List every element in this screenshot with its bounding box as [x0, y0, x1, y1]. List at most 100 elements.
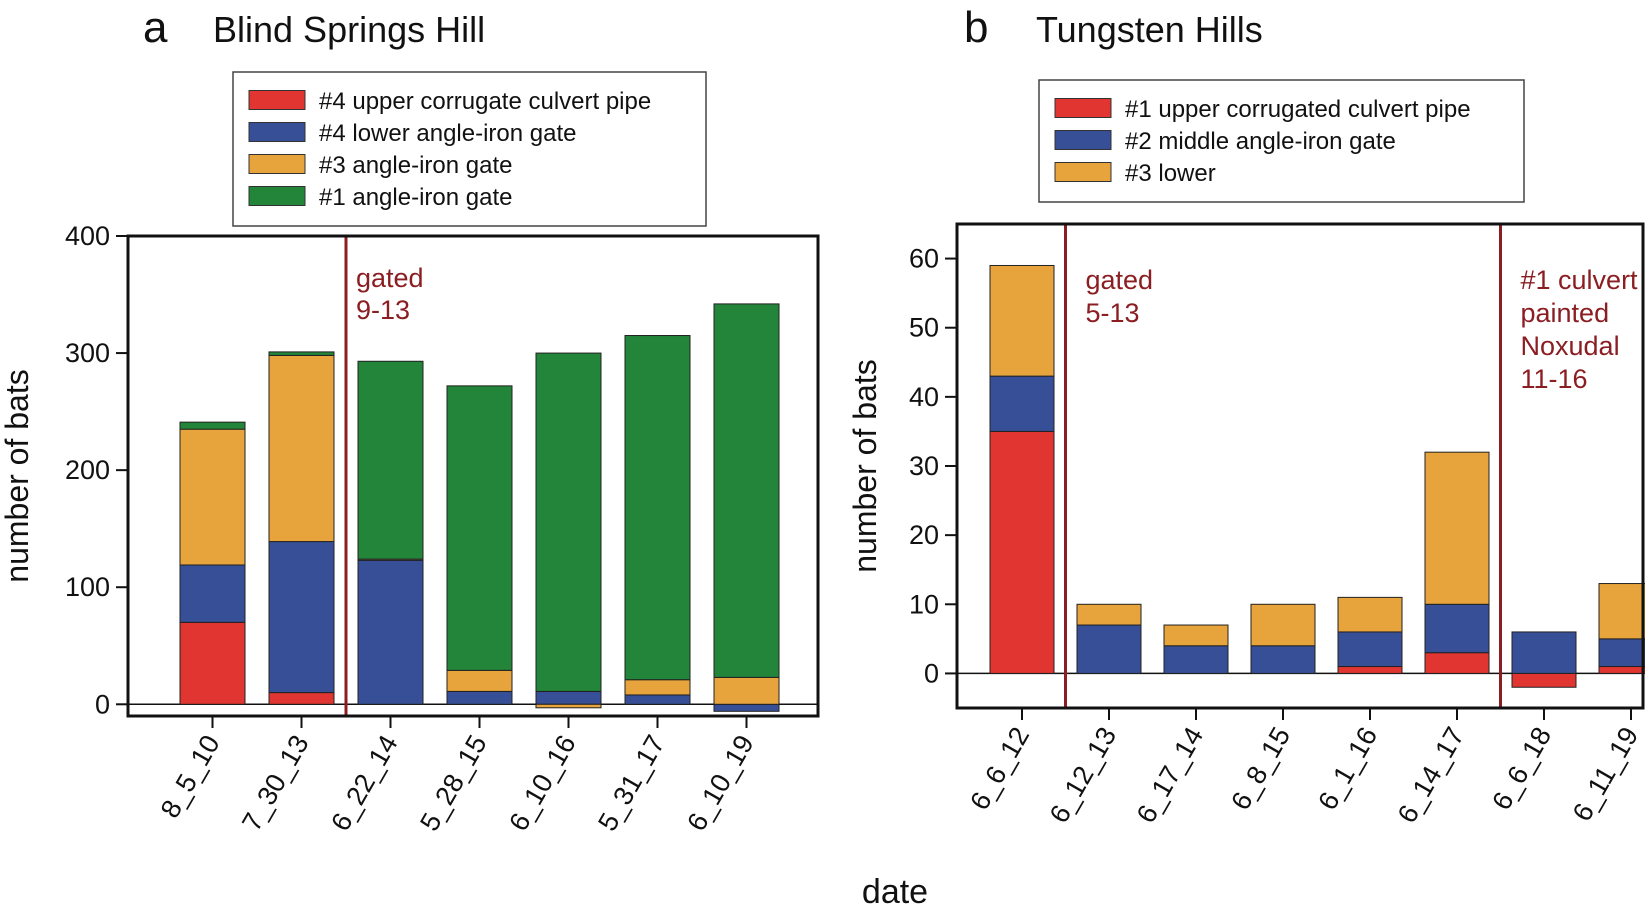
bar-segment-a-5_28_15-s3 — [446, 385, 513, 671]
bar-segment-b-6_14_17-s0 — [1424, 652, 1490, 674]
annotation-text: gated — [356, 263, 424, 293]
bar-segment-a-8_5_10-s0 — [179, 621, 246, 705]
y-tick-label: 400 — [65, 221, 110, 251]
panel-letter: b — [964, 3, 988, 52]
bar-segment-a-6_10_19-s1 — [713, 703, 780, 712]
bar-segment-a-7_30_13-s3 — [268, 351, 335, 356]
bar-segment-b-6_6_12-s1 — [989, 375, 1055, 432]
y-tick-label: 300 — [65, 338, 110, 368]
bar-segment-b-6_11_19-s2 — [1598, 583, 1645, 640]
x-tick-label: 6_6_12 — [964, 722, 1035, 815]
x-tick-label: 6_14_17 — [1392, 722, 1471, 828]
bar-segment-b-6_17_14-s1 — [1163, 645, 1229, 674]
legend-label: #1 angle-iron gate — [319, 184, 512, 211]
y-tick-label: 50 — [909, 313, 939, 343]
bar-segment-a-6_10_16-s2 — [535, 703, 602, 709]
bar-segment-a-7_30_13-s0 — [268, 692, 335, 705]
legend-swatch — [1054, 98, 1112, 118]
y-axis-label: number of bats — [847, 359, 883, 572]
legend-swatch — [248, 154, 306, 174]
legend: #1 upper corrugated culvert pipe #2 middl… — [1038, 79, 1525, 203]
bar-segment-b-6_11_19-s1 — [1598, 638, 1645, 668]
bar-segment-a-8_5_10-s1 — [179, 564, 246, 623]
y-axis-label: number of bats — [0, 369, 35, 582]
bar-segment-b-6_1_16-s2 — [1337, 596, 1403, 633]
bar-segment-b-6_8_15-s2 — [1250, 603, 1316, 647]
bar-segment-a-7_30_13-s1 — [268, 541, 335, 694]
bar-segment-a-6_10_19-s3 — [713, 303, 780, 678]
bar-segment-b-6_1_16-s1 — [1337, 631, 1403, 668]
annotation-text: 9-13 — [356, 295, 410, 325]
bar-segment-a-6_22_14-s3 — [357, 360, 424, 560]
legend-swatch — [248, 122, 306, 142]
x-tick-label: 6_17_14 — [1131, 722, 1210, 828]
legend-box — [232, 71, 707, 227]
bar-segment-b-6_6_12-s0 — [989, 430, 1055, 674]
bar-segment-a-5_28_15-s2 — [446, 669, 513, 692]
bar-segment-a-5_28_15-s1 — [446, 690, 513, 705]
y-tick-label: 200 — [65, 455, 110, 485]
bar-segment-b-6_6_12-s2 — [989, 264, 1055, 377]
bar-segment-a-6_22_14-s1 — [357, 559, 424, 705]
legend-label: #4 lower angle-iron gate — [319, 120, 577, 147]
panel-letter: a — [143, 3, 168, 52]
bar-segment-a-7_30_13-s2 — [268, 354, 335, 543]
bar-segment-b-6_11_19-s0 — [1598, 666, 1645, 674]
x-tick-label: 6_10_16 — [503, 730, 582, 836]
bar-segment-a-6_10_16-s3 — [535, 352, 602, 692]
legend-label: #3 angle-iron gate — [319, 152, 512, 179]
bar-segment-b-6_14_17-s2 — [1424, 451, 1490, 605]
y-tick-label: 100 — [65, 572, 110, 602]
legend: #4 upper corrugate culvert pipe #4 lower … — [232, 71, 707, 227]
annotation-text: 11-16 — [1521, 364, 1588, 394]
y-tick-label: 20 — [909, 520, 939, 550]
y-tick-label: 40 — [909, 382, 939, 412]
x-tick-label: 5_31_17 — [592, 730, 671, 836]
legend-swatch — [1054, 162, 1112, 182]
bar-segment-a-5_31_17-s2 — [624, 679, 691, 696]
bar-segment-b-6_6_18-s0 — [1511, 672, 1577, 688]
y-tick-label: 0 — [95, 689, 110, 719]
legend-label: #4 upper corrugate culvert pipe — [319, 88, 651, 115]
bar-segment-a-5_31_17-s1 — [624, 694, 691, 705]
legend-swatch — [1054, 130, 1112, 150]
bar-segment-a-8_5_10-s2 — [179, 428, 246, 566]
bar-segment-b-6_6_18-s1 — [1511, 631, 1577, 674]
annotation-text: painted — [1521, 298, 1610, 328]
x-tick-label: 6_11_19 — [1567, 722, 1645, 826]
panel-title: Tungsten Hills — [1036, 9, 1263, 50]
annotation-text: 5-13 — [1086, 298, 1140, 328]
legend-label: #2 middle angle-iron gate — [1125, 128, 1396, 155]
legend-swatch — [248, 186, 306, 206]
x-tick-label: 6_12_13 — [1044, 722, 1123, 828]
bar-segment-b-6_8_15-s1 — [1250, 645, 1316, 674]
bar-segment-a-5_31_17-s3 — [624, 335, 691, 681]
x-tick-label: 6_6_18 — [1486, 722, 1557, 815]
legend-swatch — [248, 90, 306, 110]
x-tick-label: 6_8_15 — [1225, 722, 1296, 815]
panel-title: Blind Springs Hill — [213, 9, 485, 50]
annotation-text: #1 culvert — [1521, 265, 1639, 295]
legend-label: #1 upper corrugated culvert pipe — [1125, 96, 1471, 123]
plot-frame — [126, 234, 820, 718]
bar-segment-a-8_5_10-s3 — [179, 421, 246, 430]
x-tick-label: 6_22_14 — [325, 730, 404, 836]
y-tick-label: 0 — [924, 658, 939, 688]
bar-segment-b-6_12_13-s1 — [1076, 624, 1142, 674]
bar-segment-b-6_17_14-s2 — [1163, 624, 1229, 647]
plot-frame — [955, 222, 1645, 710]
y-tick-label: 30 — [909, 451, 939, 481]
x-tick-label: 6_10_19 — [681, 730, 760, 836]
bar-segment-b-6_1_16-s0 — [1337, 666, 1403, 674]
chart-panel-b: b Tungsten Hills #1 upper corrugated culve… — [847, 3, 1645, 828]
bar-segment-a-6_10_19-s2 — [713, 676, 780, 705]
y-tick-label: 60 — [909, 244, 939, 274]
bar-segment-a-6_10_16-s1 — [535, 690, 602, 705]
bar-segment-b-6_12_13-s2 — [1076, 603, 1142, 626]
legend-label: #3 lower — [1125, 160, 1216, 187]
legend-box — [1038, 79, 1525, 203]
x-tick-label: 8_5_10 — [155, 730, 226, 823]
figure-x-axis-label: date — [862, 873, 928, 910]
